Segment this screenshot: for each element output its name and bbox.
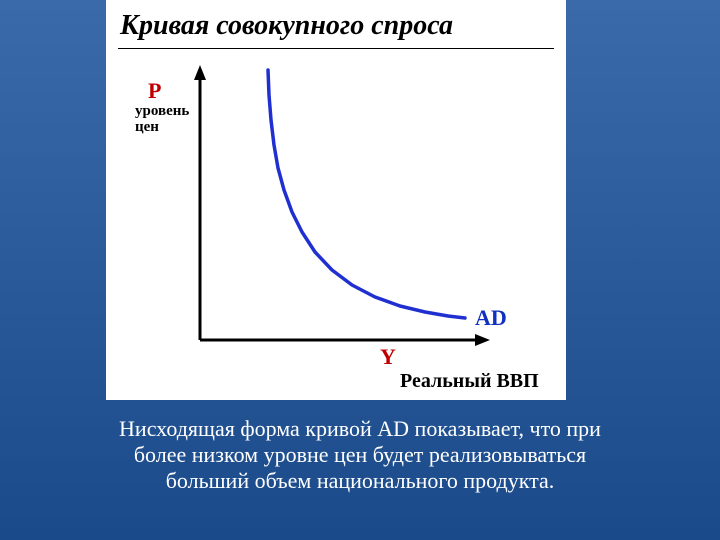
y-axis (194, 65, 206, 340)
y-axis-label-P: P (148, 78, 161, 104)
x-axis-label-Y: Y (380, 344, 396, 370)
slide: Кривая совокупного спроса P уровень цен … (0, 0, 720, 540)
curve-label-AD: AD (475, 305, 507, 331)
x-axis-label-text: Реальный ВВП (400, 370, 539, 393)
ad-curve (268, 70, 465, 318)
x-axis (200, 334, 490, 346)
y-axis-sublabel: уровень цен (135, 104, 189, 136)
caption-text: Нисходящая форма кривой AD показывает, ч… (95, 416, 625, 494)
